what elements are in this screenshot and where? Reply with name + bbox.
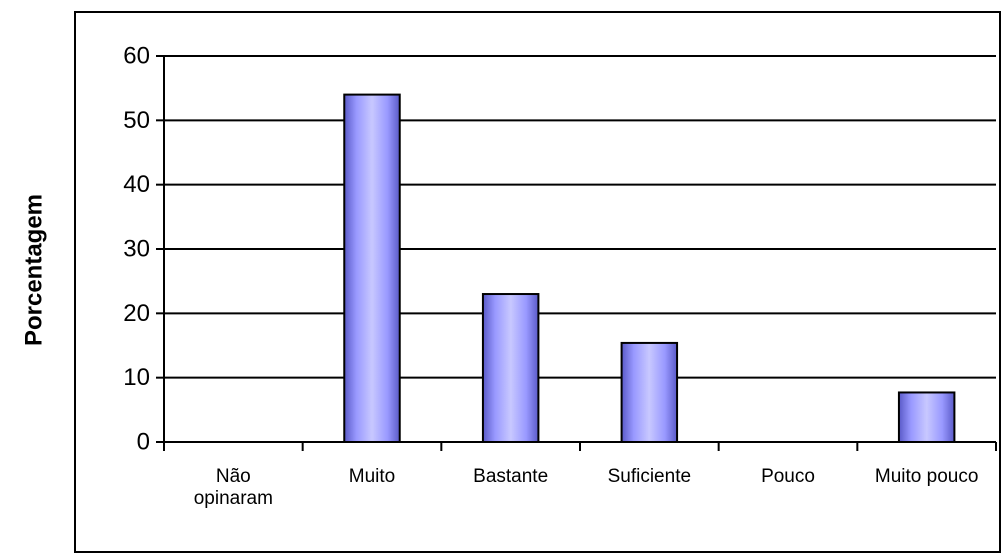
x-tick-label: Muito [349, 466, 395, 487]
x-tick-label: Não opinaram [194, 466, 273, 509]
y-tick-label: 60 [123, 43, 150, 70]
x-tick-label: Suficiente [608, 466, 691, 487]
axes [156, 55, 997, 451]
x-tick-label: Muito pouco [875, 466, 979, 487]
bar [897, 391, 956, 444]
bars [343, 93, 956, 444]
y-tick-label: 0 [137, 429, 150, 456]
tick-labels: 0 10 20 30 40 50 60 Não opinaram Muito Bastante Suf… [123, 43, 978, 509]
y-tick-label: 10 [123, 364, 150, 391]
y-tick-label: 50 [123, 107, 150, 134]
y-tick-label: 40 [123, 171, 150, 198]
bar [481, 293, 540, 443]
chart-frame [74, 11, 1001, 553]
x-tick-label: Bastante [473, 466, 548, 487]
bar [620, 341, 679, 443]
y-tick-label: 30 [123, 236, 150, 263]
y-axis-title: Porcentagem [20, 194, 47, 346]
y-tick-label: 20 [123, 300, 150, 327]
bar [343, 93, 401, 443]
gridlines [164, 55, 996, 379]
x-tick-label: Pouco [761, 466, 815, 487]
